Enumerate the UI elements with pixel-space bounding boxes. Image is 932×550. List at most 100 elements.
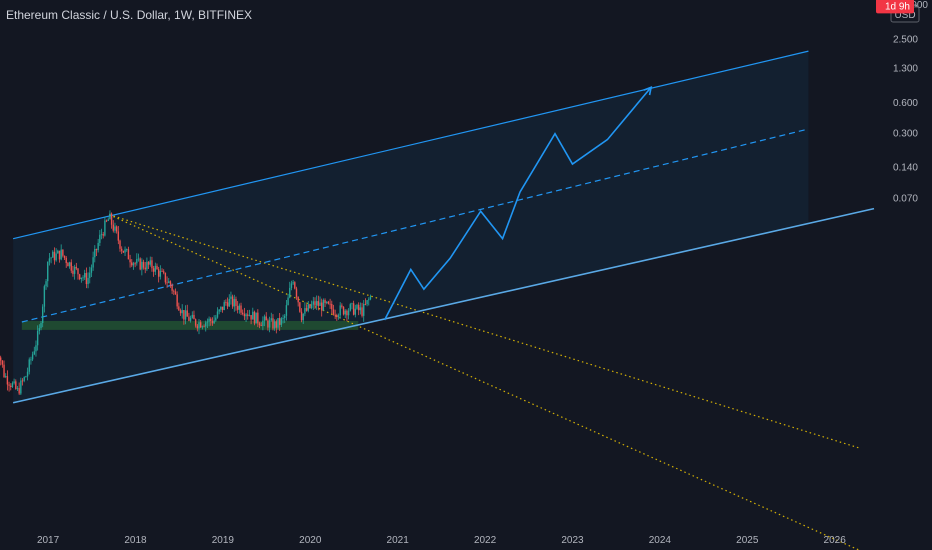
candle-body xyxy=(53,251,56,261)
candle-body xyxy=(189,317,192,321)
channel-lower-line[interactable] xyxy=(12,207,875,404)
candle-body xyxy=(332,309,335,315)
candle-body xyxy=(364,303,367,305)
candle-body xyxy=(114,226,116,231)
candle-body xyxy=(5,376,7,378)
candle-body xyxy=(11,383,14,387)
candle-body xyxy=(0,357,2,361)
candle-body xyxy=(287,297,289,306)
candle-body xyxy=(206,321,209,323)
candle-body xyxy=(132,263,135,266)
candle-body xyxy=(186,310,188,317)
candle-body xyxy=(337,315,340,318)
candle-body xyxy=(154,265,157,272)
candle-body xyxy=(21,380,24,382)
candle-body xyxy=(174,291,177,295)
candle-body xyxy=(336,314,338,318)
candle-body xyxy=(147,261,150,265)
countdown-label: 1d 9h xyxy=(885,1,910,12)
candle-body xyxy=(245,314,247,317)
candle-body xyxy=(70,262,72,271)
candle-body xyxy=(18,388,20,394)
candle-body xyxy=(100,234,103,236)
candle-body xyxy=(120,248,123,251)
candle-body xyxy=(226,302,229,307)
candle-body xyxy=(63,255,66,258)
candle-body xyxy=(211,320,214,324)
candle-body xyxy=(124,249,126,253)
candle-body xyxy=(23,377,25,381)
y-axis-tick-label: 0.070 xyxy=(893,193,918,204)
candle-body xyxy=(142,261,145,268)
candle-body xyxy=(28,359,30,372)
candle-body xyxy=(191,314,193,318)
candle-body xyxy=(92,257,94,268)
candle-body xyxy=(127,249,130,260)
candle-body xyxy=(231,296,234,307)
candle-body xyxy=(35,345,37,352)
candle-body xyxy=(16,388,19,389)
candle-body xyxy=(99,234,101,243)
candle-body xyxy=(184,310,187,320)
candle-body xyxy=(299,302,301,312)
candle-body xyxy=(134,263,136,265)
y-axis-tick-label: 0.600 xyxy=(893,98,918,109)
candle-body xyxy=(326,301,328,303)
candle-body xyxy=(137,258,140,260)
projection-path[interactable] xyxy=(383,86,652,321)
candle-body xyxy=(247,314,249,316)
channel-mid-line[interactable] xyxy=(21,128,809,323)
candle-body xyxy=(366,300,368,305)
candle-body xyxy=(171,284,173,291)
candle-body xyxy=(263,316,266,321)
chart-title: Ethereum Classic / U.S. Dollar, 1W, BITF… xyxy=(6,8,253,22)
candle-body xyxy=(156,265,158,270)
candle-body xyxy=(68,262,71,267)
candle-body xyxy=(268,320,271,328)
downtrend-line-upper[interactable] xyxy=(109,214,862,450)
candle-body xyxy=(194,319,197,326)
candle-body xyxy=(363,303,365,316)
candle-body xyxy=(334,314,336,316)
candle-body xyxy=(238,305,241,310)
candle-body xyxy=(240,305,242,313)
candle-body xyxy=(290,283,293,288)
candle-body xyxy=(317,301,320,306)
candle-body xyxy=(320,302,323,311)
candle-body xyxy=(149,260,151,265)
candle-body xyxy=(285,305,288,316)
candle-body xyxy=(157,269,160,277)
candle-body xyxy=(203,326,205,328)
candle-body xyxy=(322,300,325,311)
candle-body xyxy=(267,320,269,328)
candle-body xyxy=(309,304,311,309)
candle-body xyxy=(73,266,76,274)
candle-body xyxy=(208,318,210,322)
y-axis-tick-label: 1.300 xyxy=(893,64,918,75)
candle-body xyxy=(368,299,370,301)
candle-body xyxy=(55,253,57,261)
candle-body xyxy=(215,317,217,321)
candle-body xyxy=(161,270,163,272)
candle-body xyxy=(310,304,313,309)
channel-upper-line[interactable] xyxy=(12,50,809,240)
x-axis-tick-label: 2025 xyxy=(736,535,759,546)
candle-body xyxy=(60,249,62,260)
candle-body xyxy=(136,259,138,264)
candle-body xyxy=(352,303,355,315)
candle-body xyxy=(57,250,59,254)
candle-body xyxy=(85,273,88,285)
candle-body xyxy=(102,234,104,236)
candle-body xyxy=(277,318,279,328)
candle-body xyxy=(225,302,227,303)
candle-body xyxy=(250,315,252,320)
candle-body xyxy=(327,301,330,304)
candle-body xyxy=(26,371,29,377)
candle-body xyxy=(183,310,185,320)
candle-body xyxy=(105,220,108,222)
candle-body xyxy=(20,380,22,394)
candle-body xyxy=(169,281,172,285)
candle-body xyxy=(110,213,113,225)
candle-body xyxy=(104,220,106,236)
